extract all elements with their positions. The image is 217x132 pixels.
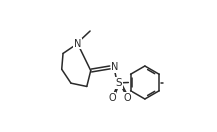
Text: N: N: [111, 62, 118, 72]
Text: O: O: [124, 93, 132, 103]
Text: S: S: [116, 78, 122, 88]
Text: O: O: [108, 93, 116, 103]
Text: N: N: [74, 39, 81, 49]
